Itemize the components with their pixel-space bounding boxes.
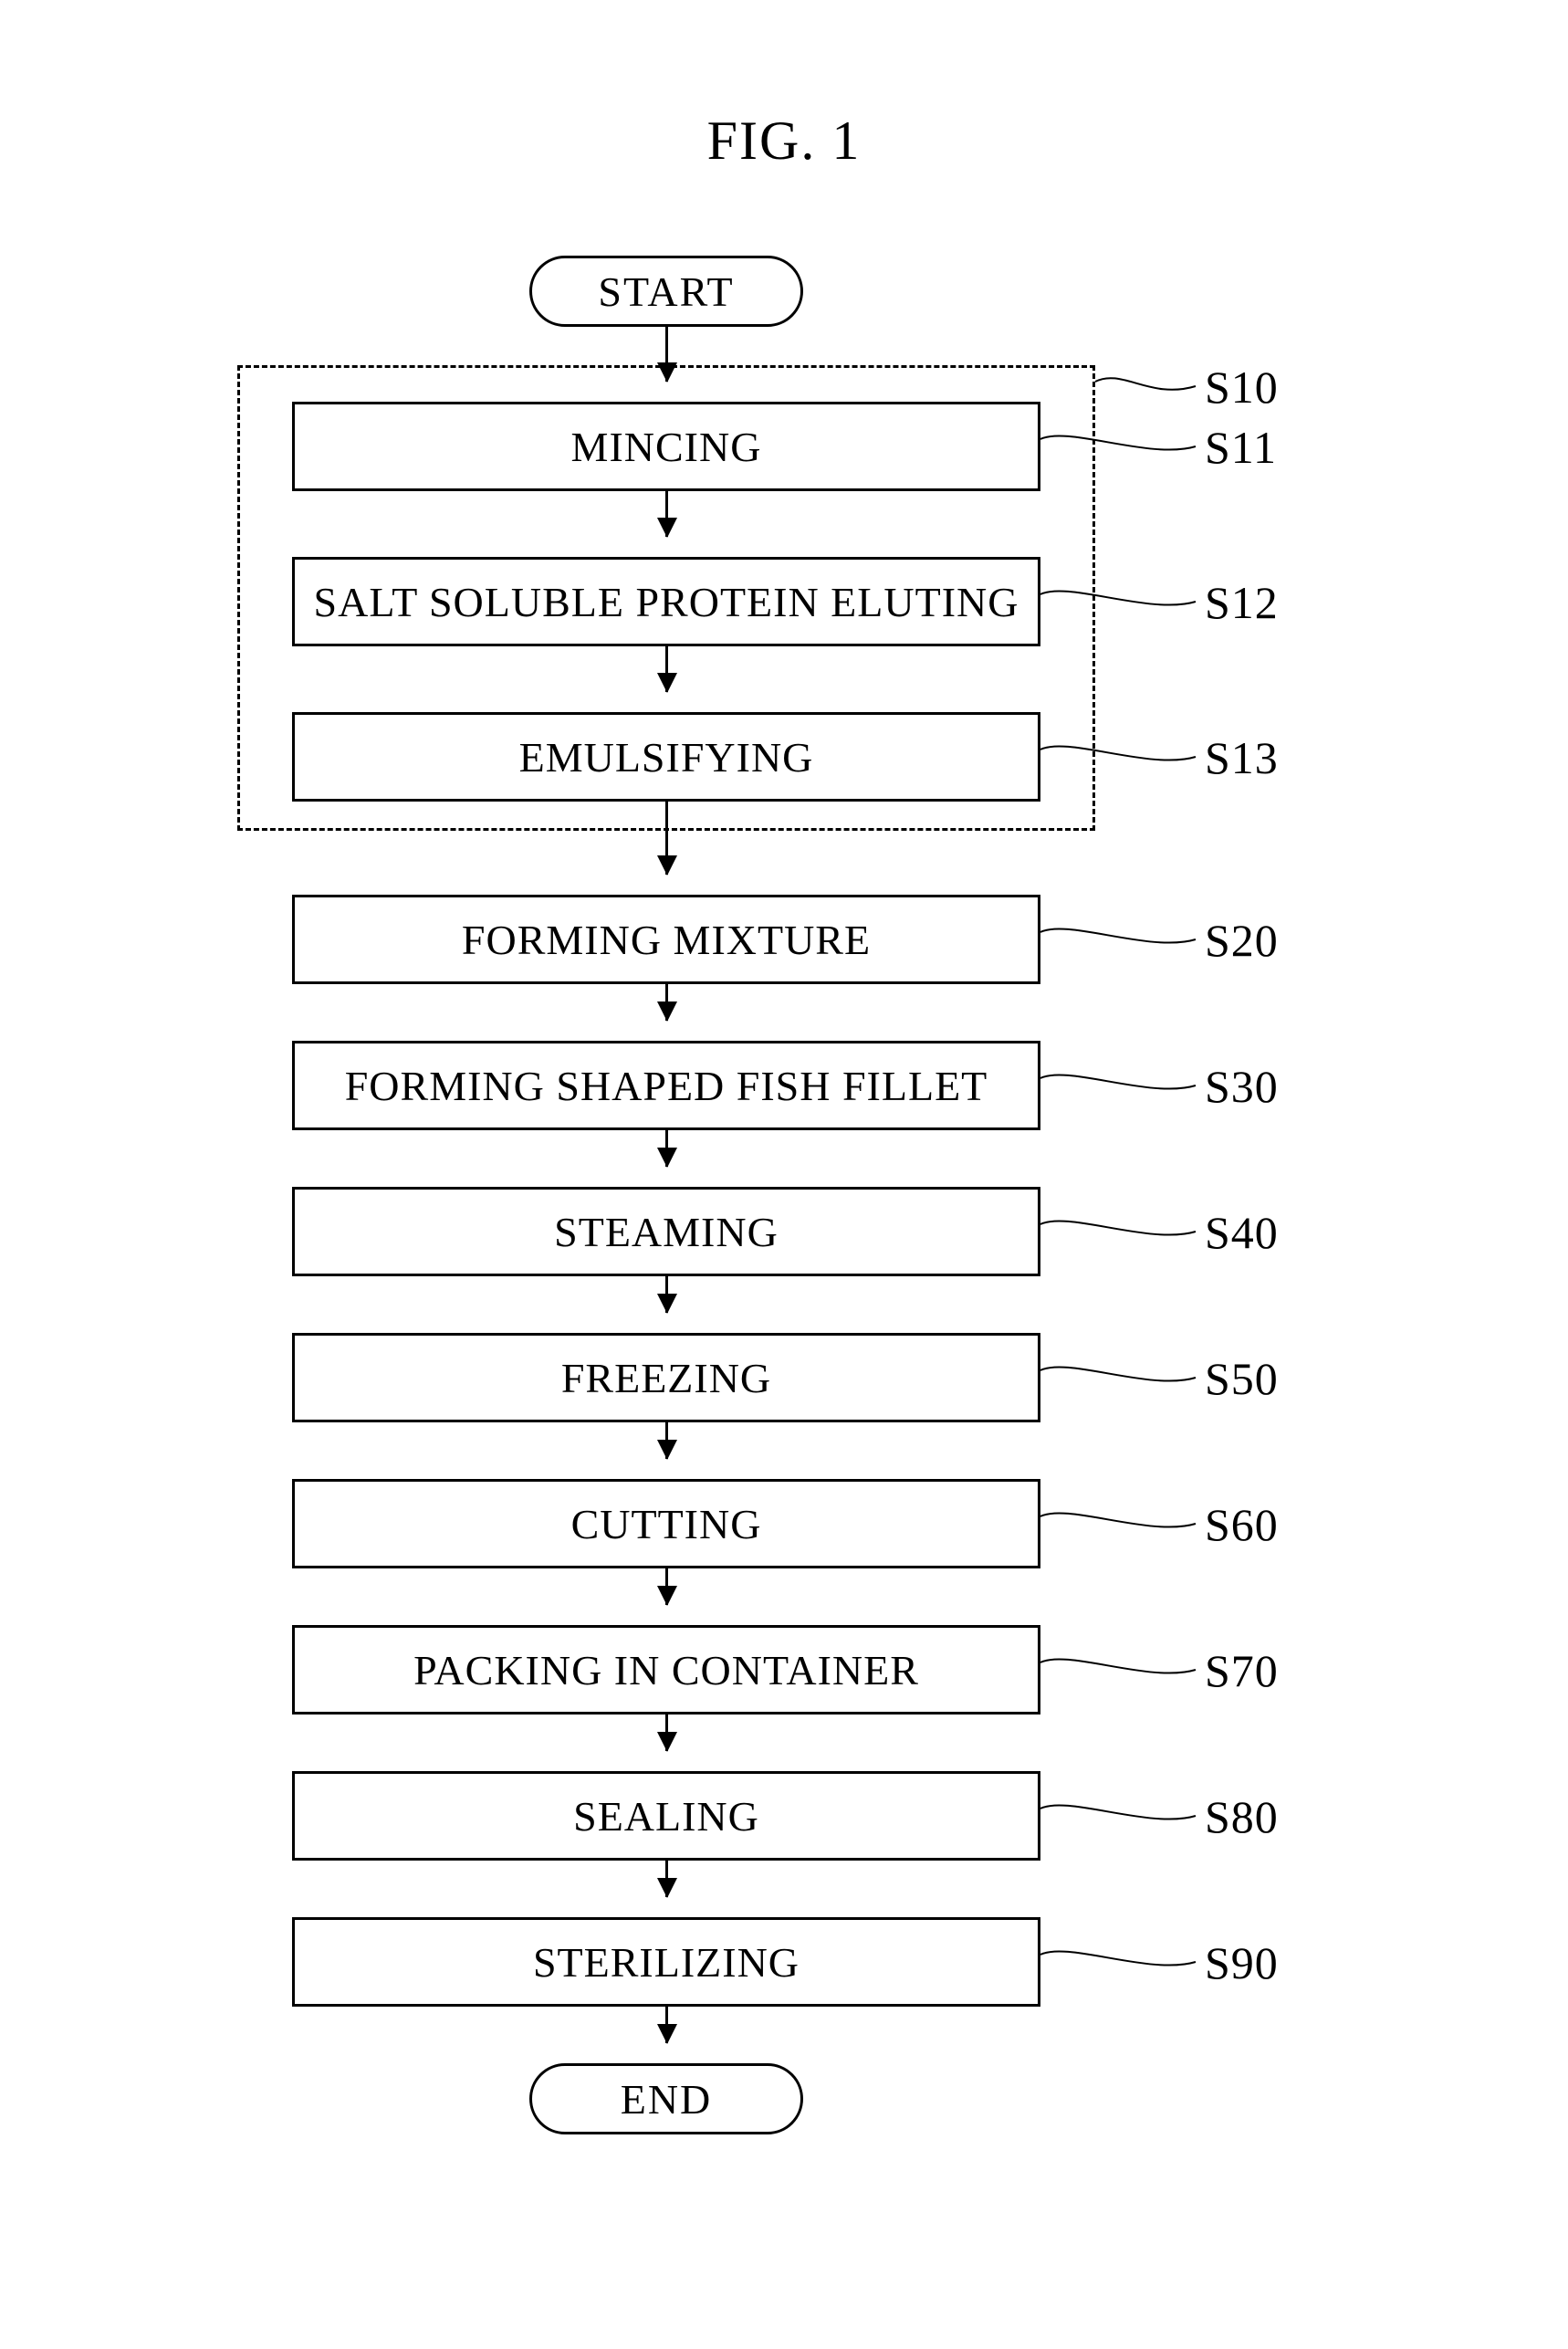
step-id-label: S11 — [1205, 421, 1277, 474]
step-id-label: S70 — [1205, 1644, 1279, 1697]
leader-line — [0, 0, 1214, 404]
step-id-label: S13 — [1205, 731, 1279, 784]
step-id-label: S50 — [1205, 1352, 1279, 1405]
group-id-label: S10 — [1205, 361, 1279, 414]
step-id-label: S40 — [1205, 1206, 1279, 1259]
step-id-label: S60 — [1205, 1498, 1279, 1551]
step-id-label: S30 — [1205, 1060, 1279, 1113]
step-id-label: S20 — [1205, 914, 1279, 967]
step-id-label: S90 — [1205, 1936, 1279, 1989]
step-id-label: S80 — [1205, 1790, 1279, 1843]
page: FIG. 1 START END MINCINGSALT SOLUBLE PRO… — [0, 0, 1568, 2349]
step-id-label: S12 — [1205, 576, 1279, 629]
flow-arrow — [665, 2007, 668, 2043]
terminator-end: END — [529, 2063, 803, 2134]
